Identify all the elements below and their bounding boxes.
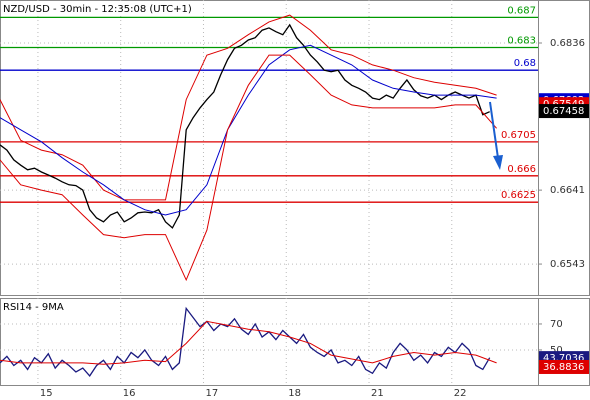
level-label: 0.687 [507,5,536,16]
series-line [0,23,490,229]
y-tick-label: 0.6543 [550,259,585,270]
level-label: 0.683 [507,36,536,47]
title-background [1,301,66,314]
chart-title: NZD/USD - 30min - 12:35:08 (UTC+1) [3,4,192,15]
series-line [0,306,491,377]
y-tick-label: 0.6836 [550,38,585,49]
series-line [0,14,497,201]
price-label: 43.7036 [543,353,584,364]
series-line [0,54,497,282]
price-label: 0.67458 [543,106,584,117]
price-label-box [539,359,589,374]
x-tick-label: 17 [205,388,218,399]
level-label: 0.68 [514,58,536,69]
level-label: 0.6625 [501,190,536,201]
x-tick-label: 18 [288,388,301,399]
x-tick-label: 21 [371,388,384,399]
series-line [0,44,497,216]
level-label: 0.6705 [501,130,536,141]
level-label: 0.666 [507,164,536,175]
forecast-arrow [489,101,499,159]
chart-title: RSI14 - 9MA [3,302,64,313]
x-tick-label: 22 [454,388,467,399]
series-line [0,320,497,365]
price-label-box [539,104,589,119]
y-tick-label: 0.6641 [550,185,585,196]
y-tick-label: 50 [550,345,563,356]
x-tick-label: 15 [40,388,53,399]
title-background [1,3,194,16]
price-label: 36.8836 [543,362,584,373]
x-tick-label: 16 [123,388,136,399]
arrow-head [493,155,503,170]
y-tick-label: 70 [550,319,563,330]
